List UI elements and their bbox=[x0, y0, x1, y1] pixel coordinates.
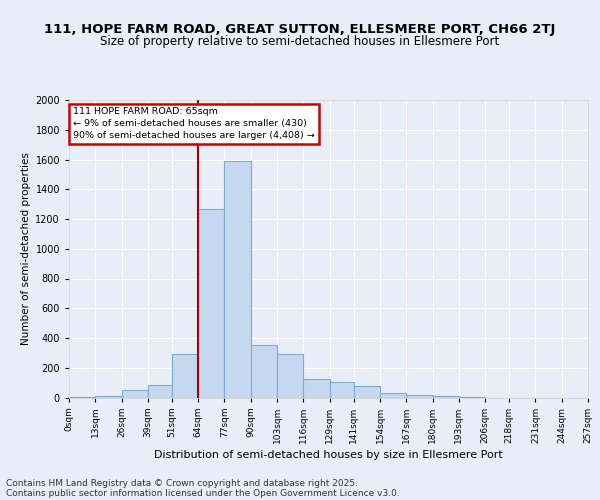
Text: Contains HM Land Registry data © Crown copyright and database right 2025.: Contains HM Land Registry data © Crown c… bbox=[6, 478, 358, 488]
Bar bbox=[329, 382, 354, 398]
Bar bbox=[354, 386, 380, 398]
Text: Size of property relative to semi-detached houses in Ellesmere Port: Size of property relative to semi-detach… bbox=[100, 35, 500, 48]
X-axis label: Distribution of semi-detached houses by size in Ellesmere Port: Distribution of semi-detached houses by … bbox=[154, 450, 503, 460]
Bar bbox=[380, 393, 406, 398]
Bar bbox=[69, 397, 95, 398]
Bar bbox=[122, 390, 148, 398]
Bar bbox=[198, 208, 224, 398]
Bar bbox=[433, 396, 459, 398]
Text: Contains public sector information licensed under the Open Government Licence v3: Contains public sector information licen… bbox=[6, 488, 400, 498]
Bar bbox=[303, 379, 329, 398]
Bar bbox=[277, 354, 303, 398]
Text: 111, HOPE FARM ROAD, GREAT SUTTON, ELLESMERE PORT, CH66 2TJ: 111, HOPE FARM ROAD, GREAT SUTTON, ELLES… bbox=[44, 22, 556, 36]
Bar bbox=[172, 354, 198, 398]
Bar bbox=[148, 385, 172, 398]
Text: 111 HOPE FARM ROAD: 65sqm
← 9% of semi-detached houses are smaller (430)
90% of : 111 HOPE FARM ROAD: 65sqm ← 9% of semi-d… bbox=[73, 108, 315, 140]
Bar bbox=[406, 394, 433, 398]
Bar bbox=[251, 346, 277, 398]
Bar bbox=[95, 396, 122, 398]
Bar bbox=[224, 161, 251, 398]
Y-axis label: Number of semi-detached properties: Number of semi-detached properties bbox=[21, 152, 31, 345]
